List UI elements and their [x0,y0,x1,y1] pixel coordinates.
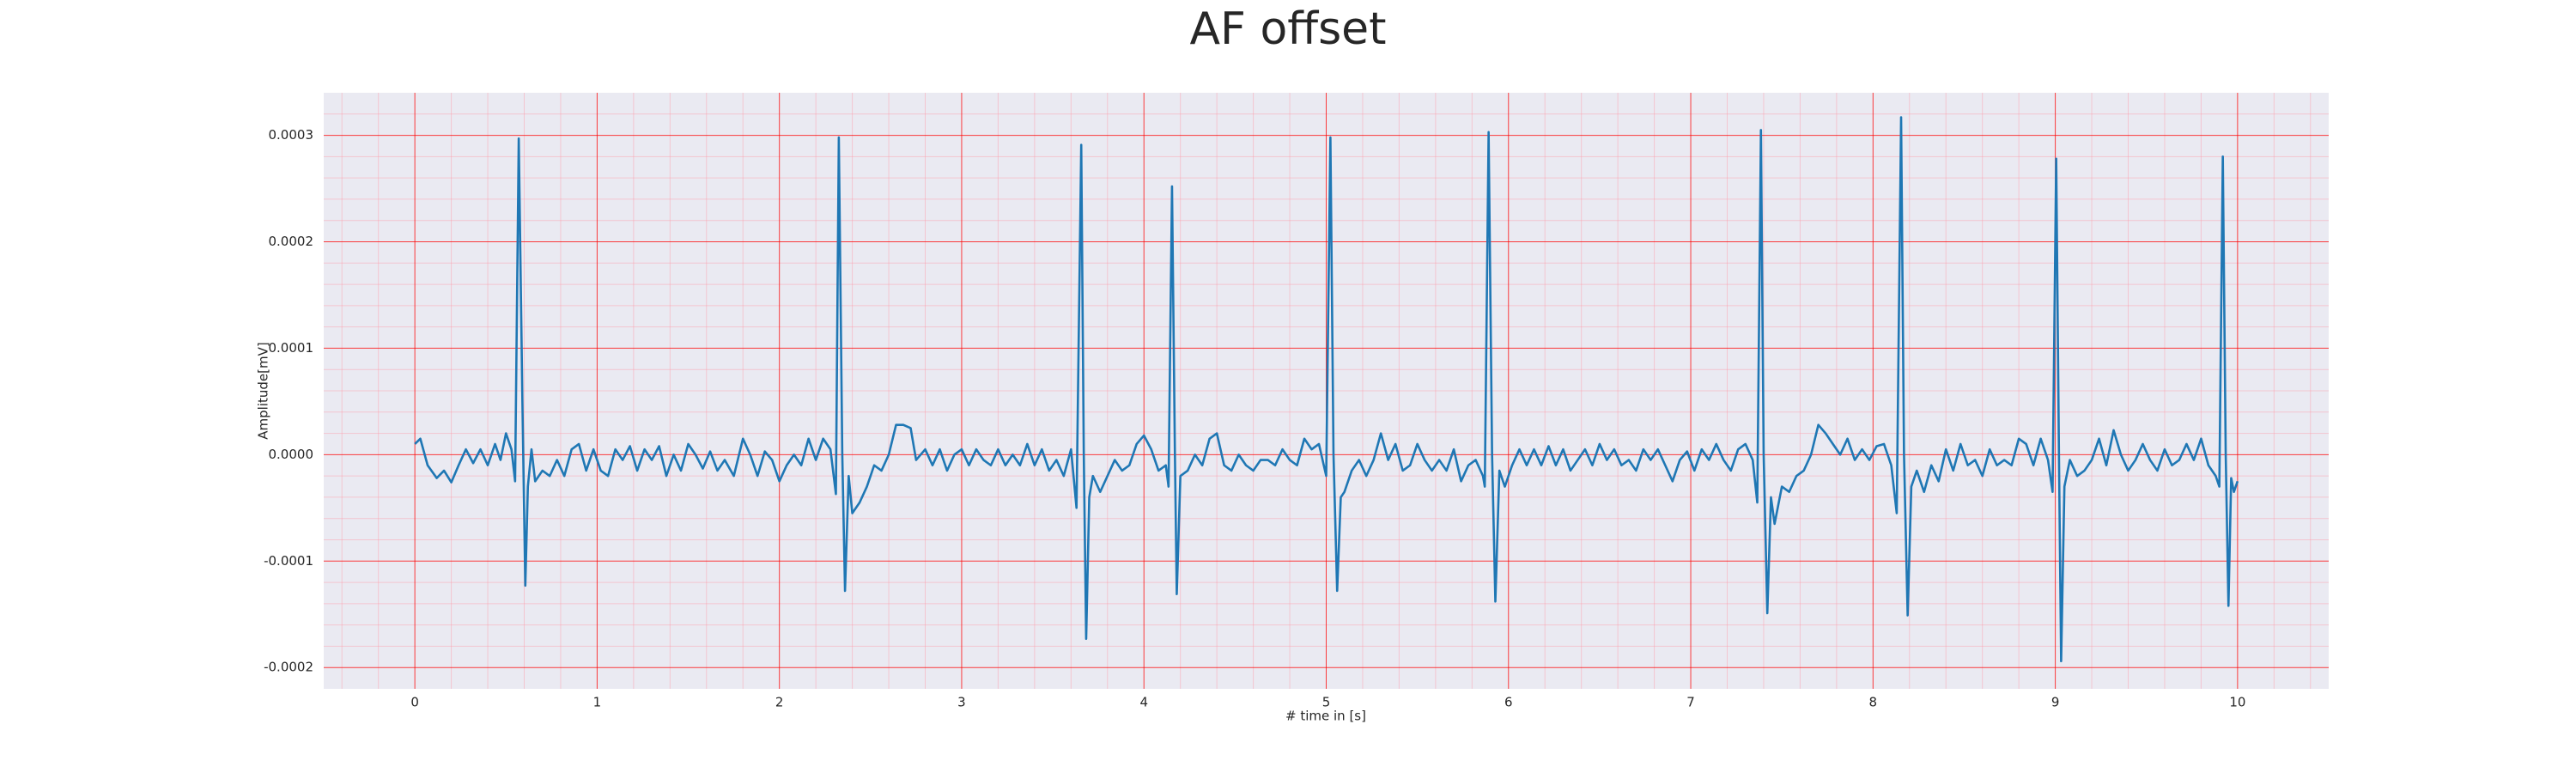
y-tick-label: 0.0003 [269,127,314,143]
x-tick-label: 6 [1504,695,1513,710]
x-tick-label: 2 [775,695,784,710]
x-tick-label: 3 [957,695,966,710]
y-tick-label: -0.0002 [264,660,313,675]
y-tick-label: 0.0000 [269,447,314,462]
y-tick-label: 0.0001 [269,340,314,356]
x-axis-label: # time in [s] [1285,709,1366,724]
x-tick-label: 9 [2051,695,2060,710]
y-tick-label: 0.0002 [269,234,314,249]
x-tick-label: 0 [410,695,419,710]
y-axis-label: Amplitude[mV] [256,342,271,439]
x-tick-label: 1 [593,695,602,710]
y-tick-label: -0.0001 [264,553,313,569]
x-tick-label: 4 [1139,695,1148,710]
chart-title: AF offset [1189,3,1386,55]
x-tick-label: 8 [1869,695,1878,710]
x-tick-label: 10 [2229,695,2245,710]
x-tick-label: 5 [1322,695,1331,710]
signal-line [414,116,2239,663]
x-tick-label: 7 [1686,695,1695,710]
